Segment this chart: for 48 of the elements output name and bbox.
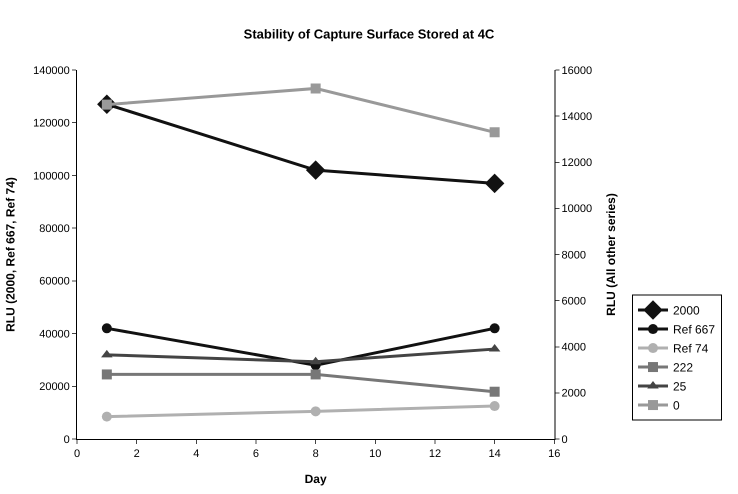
y2-tick-label: 16000 [562, 64, 592, 77]
point [102, 369, 112, 380]
x-tick-label: 0 [74, 448, 80, 460]
y-tick-label: 100000 [33, 170, 70, 182]
y-tick-label: 60000 [39, 276, 70, 288]
point [310, 83, 321, 94]
x-tick-label: 6 [252, 448, 260, 460]
y2-tick-label: 6000 [562, 295, 586, 308]
point [490, 386, 500, 397]
y2-tick-label: 4000 [562, 342, 586, 354]
y-tick-label: 0 [64, 434, 70, 446]
point [102, 412, 112, 422]
legend-label: 25 [673, 380, 687, 394]
point [490, 323, 500, 334]
legend-label: 2000 [673, 304, 700, 318]
point [484, 174, 504, 194]
point [102, 323, 112, 334]
point [310, 369, 321, 380]
x-tick-label: 2 [134, 448, 140, 460]
point [490, 401, 500, 412]
x-tick-label: 16 [548, 448, 560, 460]
y2-tick-label: 0 [562, 434, 568, 446]
y2-tick-label: 12000 [562, 157, 592, 170]
y2-tick-label: 10000 [562, 203, 592, 216]
point [306, 160, 326, 180]
x-tick-label: 12 [428, 448, 442, 460]
point [490, 127, 500, 138]
y-tick-label: 80000 [39, 222, 70, 235]
legend-label: Ref 74 [673, 342, 709, 356]
y2-tick-label: 2000 [562, 388, 586, 400]
y-tick-label: 20000 [39, 381, 70, 394]
chart-title: Stability of Capture Surface Stored at 4C [244, 26, 495, 42]
point [310, 406, 321, 416]
y2-axis-title: RLU (All other series) [604, 193, 618, 316]
y2-tick-label: 8000 [562, 249, 586, 262]
legend-label: Ref 667 [673, 322, 716, 337]
legend-label: 222 [673, 360, 694, 375]
y-tick-label: 120000 [33, 118, 70, 130]
x-tick-label: 8 [312, 448, 319, 460]
y-axis-title: RLU (2000, Ref 667, Ref 74) [3, 177, 18, 332]
legend-label: 0 [673, 398, 680, 413]
x-tick-label: 14 [488, 448, 501, 460]
y-tick-label: 140000 [33, 64, 70, 77]
x-tick-label: 4 [193, 448, 200, 460]
y2-tick-label: 14000 [562, 110, 592, 123]
x-tick-label: 10 [369, 448, 382, 460]
y-tick-label: 40000 [39, 328, 70, 340]
x-axis-title: Day [304, 472, 327, 486]
